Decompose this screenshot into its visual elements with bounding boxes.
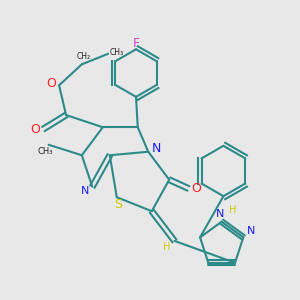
Text: CH₃: CH₃ — [37, 146, 53, 155]
Text: N: N — [247, 226, 255, 236]
Text: F: F — [133, 37, 140, 50]
Text: S: S — [115, 198, 122, 212]
Text: O: O — [31, 122, 40, 136]
Text: N: N — [151, 142, 160, 155]
Text: O: O — [191, 182, 201, 195]
Text: N: N — [80, 186, 89, 196]
Text: N: N — [216, 209, 224, 219]
Text: CH₃: CH₃ — [110, 48, 124, 57]
Text: H: H — [163, 242, 170, 252]
Text: O: O — [46, 77, 56, 90]
Text: CH₂: CH₂ — [76, 52, 91, 61]
Text: H: H — [229, 206, 237, 215]
